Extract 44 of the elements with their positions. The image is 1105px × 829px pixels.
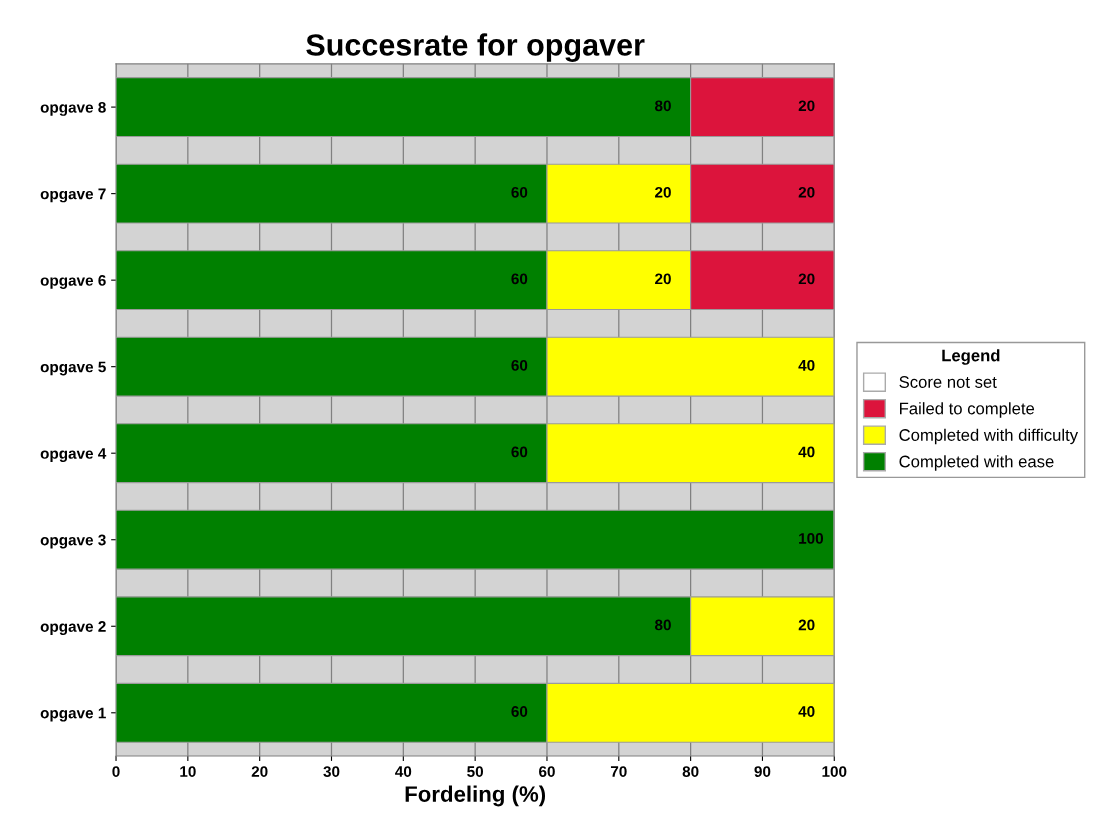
x-tick-label: 70 [610,766,627,777]
legend-label: Completed with difficulty [899,428,1079,445]
x-tick-label: 30 [323,766,340,778]
data-label: 20 [798,100,815,112]
data-label: 60 [511,359,528,371]
x-tick-label: 100 [822,766,847,777]
y-tick-label: opgave 5 [40,361,106,376]
data-label: 40 [798,706,815,717]
data-label: 60 [511,273,528,285]
data-label: 20 [798,619,815,631]
legend-label: Completed with ease [899,455,1054,471]
data-label: 100 [799,533,824,544]
data-label: 80 [655,619,671,631]
x-tick-label: 90 [754,766,771,777]
data-label: 20 [798,273,815,285]
data-label: 60 [511,186,528,198]
y-tick-label: opgave 3 [40,534,106,549]
data-label: 60 [511,446,528,458]
data-label: 40 [798,446,815,458]
x-tick-label: 0 [112,766,120,777]
data-label: 20 [655,186,671,198]
x-tick-label: 10 [180,766,196,777]
x-tick-label: 50 [467,766,484,777]
data-label: 80 [655,100,671,112]
x-tick-label: 80 [682,766,699,777]
chart-title: Succesrate for opgaver [306,33,645,62]
y-tick-label: opgave 2 [40,621,106,635]
data-label: 60 [511,706,528,717]
data-label: 40 [798,359,815,371]
legend-title: Legend [942,349,1000,365]
x-axis-title: Fordeling (%) [405,785,546,807]
y-tick-label: opgave 6 [40,274,106,289]
y-tick-label: opgave 4 [40,448,107,462]
legend-label: Score not set [899,376,997,388]
x-tick-label: 40 [395,766,412,777]
data-label: 20 [798,186,815,198]
x-tick-label: 20 [251,766,268,777]
y-tick-label: opgave 8 [40,101,106,116]
y-tick-label: opgave 7 [40,188,106,203]
legend-label: Failed to complete [900,402,1035,418]
bar [116,509,835,570]
y-tick-label: opgave 1 [40,707,106,722]
data-label: 20 [655,273,671,285]
x-tick-label: 60 [539,766,555,777]
